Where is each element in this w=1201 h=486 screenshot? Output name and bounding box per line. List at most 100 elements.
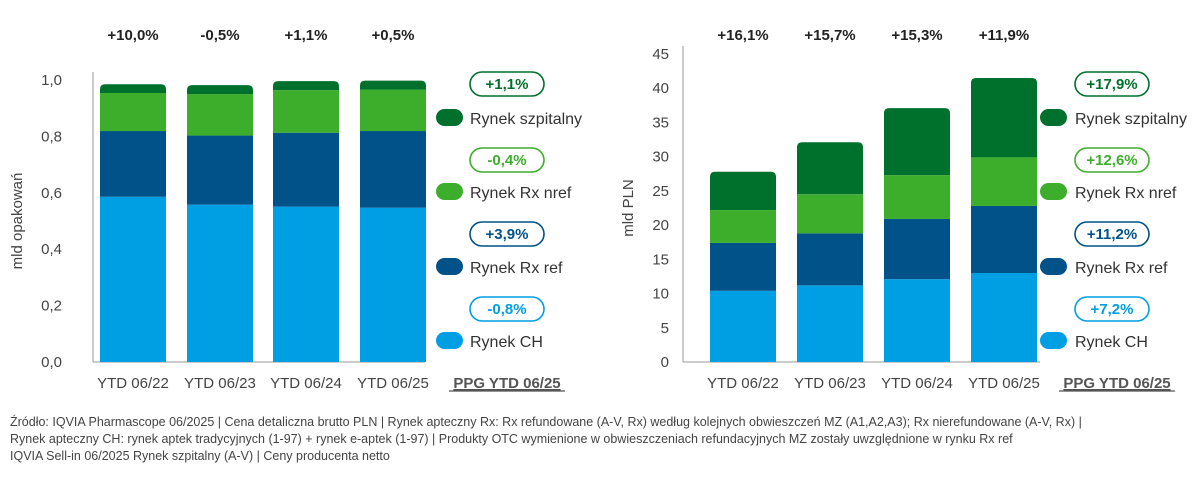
source-line-3: IQVIA Sell-in 06/2025 Rynek szpitalny (A… — [10, 449, 390, 463]
ppg-pill — [469, 147, 545, 173]
ppg-pill — [1074, 147, 1150, 173]
bar-segment — [710, 242, 776, 291]
ppg-value: +11,2% — [1087, 226, 1137, 243]
growth-label: +16,1% — [717, 27, 768, 44]
y-tick-label: 30 — [652, 149, 669, 166]
ppg-pill — [469, 296, 545, 322]
bar-segment — [273, 81, 339, 91]
legend-swatch — [436, 258, 463, 275]
bar-segment — [273, 132, 339, 207]
bar-segment — [360, 80, 426, 90]
bar-segment — [360, 89, 426, 132]
y-tick-label: 0,0 — [41, 354, 62, 371]
legend-label: Rynek Rx nref — [470, 185, 572, 202]
ppg-value: +3,9% — [486, 226, 529, 243]
legend-swatch — [1040, 183, 1067, 200]
legend-label: Rynek Rx ref — [1075, 260, 1168, 277]
y-tick-label: 5 — [661, 320, 669, 337]
ppg-value: -0,8% — [487, 301, 526, 318]
legend-label: Rynek szpitalny — [470, 111, 582, 128]
bar-segment — [187, 135, 253, 205]
bar-segment — [971, 273, 1037, 362]
x-tick-label: YTD 06/25 — [357, 375, 429, 392]
y-tick-label: 0 — [661, 354, 669, 371]
y-tick-label: 0,4 — [41, 241, 62, 258]
legend-swatch — [436, 109, 463, 126]
y-tick-label: 0,6 — [41, 185, 62, 202]
bar-segment — [187, 94, 253, 136]
y-tick-label: 25 — [652, 183, 669, 200]
bar-segment — [100, 131, 166, 197]
x-tick-label: YTD 06/25 — [968, 375, 1040, 392]
x-tick-label: YTD 06/24 — [881, 375, 953, 392]
ppg-value: -0,4% — [487, 152, 526, 169]
x-tick-label: YTD 06/22 — [97, 375, 169, 392]
bar-segment — [273, 90, 339, 133]
ppg-pill — [469, 71, 545, 97]
bar-segment — [187, 85, 253, 95]
legend-label: Rynek Rx ref — [470, 260, 563, 277]
legend-swatch — [1040, 332, 1067, 349]
bar-segment — [797, 233, 863, 286]
y-axis-title: mld PLN — [620, 179, 637, 237]
bar-segment — [797, 285, 863, 362]
y-tick-label: 0,2 — [41, 298, 62, 315]
growth-label: +10,0% — [107, 27, 158, 44]
bar-segment — [797, 194, 863, 234]
source-note: Źródło: IQVIA Pharmascope 06/2025 | Cena… — [10, 414, 1190, 465]
legend-label: Rynek szpitalny — [1075, 111, 1187, 128]
y-tick-label: 10 — [652, 286, 669, 303]
ppg-value: +1,1% — [486, 76, 529, 93]
legend-swatch — [1040, 109, 1067, 126]
growth-label: -0,5% — [200, 27, 239, 44]
growth-label: +11,9% — [979, 27, 1029, 44]
x-tick-label: YTD 06/24 — [270, 375, 342, 392]
y-tick-label: 45 — [652, 46, 669, 63]
ppg-value: +12,6% — [1086, 152, 1137, 169]
legend-label: Rynek CH — [1075, 334, 1148, 351]
ppg-value: +7,2% — [1091, 301, 1134, 318]
ppg-pill — [469, 221, 545, 247]
legend-label: Rynek Rx nref — [1075, 185, 1177, 202]
bar-segment — [884, 108, 950, 176]
ppg-title: PPG YTD 06/25 — [1063, 375, 1170, 392]
growth-label: +0,5% — [372, 27, 415, 44]
source-line-2: Rynek apteczny CH: rynek aptek tradycyjn… — [10, 432, 1013, 446]
ppg-pill — [1074, 71, 1150, 97]
bar-segment — [971, 77, 1037, 158]
bar-segment — [884, 218, 950, 280]
bar-segment — [797, 142, 863, 195]
bar-segment — [187, 204, 253, 362]
bar-segment — [971, 157, 1037, 206]
bar-segment — [971, 205, 1037, 274]
growth-label: +1,1% — [285, 27, 328, 44]
x-tick-label: YTD 06/22 — [707, 375, 779, 392]
legend-swatch — [436, 183, 463, 200]
legend-swatch — [436, 332, 463, 349]
bar-segment — [273, 206, 339, 362]
y-axis-title: mld opakowań — [9, 173, 26, 270]
y-tick-label: 40 — [652, 80, 669, 97]
bar-segment — [710, 171, 776, 211]
bar-segment — [884, 175, 950, 219]
bar-segment — [100, 92, 166, 132]
bar-segment — [360, 207, 426, 362]
bar-segment — [360, 131, 426, 208]
ppg-title: PPG YTD 06/25 — [453, 375, 560, 392]
bar-segment — [100, 84, 166, 93]
bar-segment — [710, 290, 776, 362]
legend-swatch — [1040, 258, 1067, 275]
bar-segment — [100, 196, 166, 362]
y-tick-label: 0,8 — [41, 128, 62, 145]
y-tick-label: 35 — [652, 114, 669, 131]
growth-label: +15,3% — [891, 27, 942, 44]
charts-canvas: 0,0 0,2 0,4 0,6 0,8 1,0 mld opakowań YTD 06/22 +… — [9, 27, 1187, 392]
legend-label: Rynek CH — [470, 334, 543, 351]
bar-segment — [710, 210, 776, 243]
y-tick-label: 20 — [652, 217, 669, 234]
growth-label: +15,7% — [804, 27, 855, 44]
source-line-1: Źródło: IQVIA Pharmascope 06/2025 | Cena… — [10, 415, 1082, 429]
y-tick-label: 1,0 — [41, 72, 62, 89]
ppg-pill — [1074, 296, 1150, 322]
x-tick-label: YTD 06/23 — [184, 375, 256, 392]
